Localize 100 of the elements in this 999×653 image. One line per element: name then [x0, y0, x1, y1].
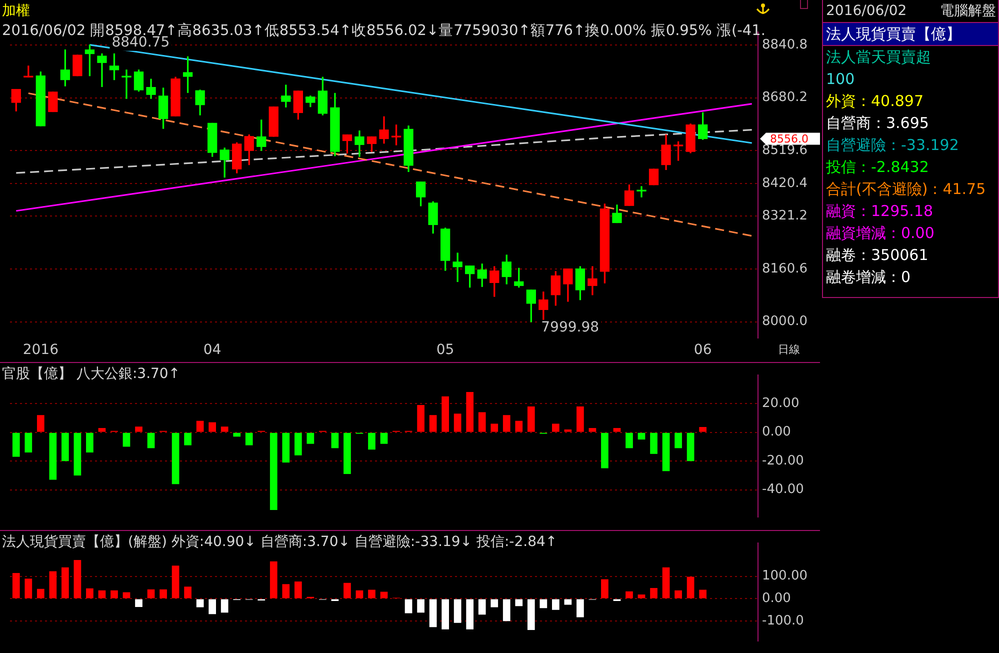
candlestick: [588, 266, 598, 296]
bar: [62, 567, 69, 598]
y-tick-label: 100.00: [762, 568, 808, 584]
bar: [552, 599, 560, 610]
candlestick: [636, 186, 646, 198]
bar: [208, 422, 216, 432]
y-tick-label: 8160.6: [762, 261, 808, 276]
bar: [442, 599, 449, 630]
bar: [233, 432, 241, 437]
bar: [172, 432, 180, 484]
chart-title: 加權: [2, 2, 30, 20]
bar: [24, 578, 32, 598]
text: 法人現貨買賣【億】: [823, 22, 998, 46]
bar: [686, 432, 694, 462]
y-tick-label: -100.0: [762, 613, 804, 628]
y-tick-label: 8519.6: [762, 143, 808, 158]
line-series: [15, 129, 753, 174]
bar: [36, 588, 44, 598]
bar: [613, 428, 621, 432]
bar: [540, 599, 548, 608]
bar: [62, 432, 69, 462]
text: 外資：40.897: [825, 91, 924, 112]
bar: [502, 415, 510, 432]
bar: [356, 590, 364, 598]
text: 自營商：3.695: [825, 113, 930, 134]
text: 法人當天買賣超: [825, 47, 932, 68]
bar: [74, 560, 82, 598]
y-tick-label: 20.00: [762, 396, 800, 411]
bar: [527, 599, 535, 630]
candlestick: [452, 252, 462, 282]
bar: [515, 599, 523, 606]
bar: [196, 420, 204, 432]
bar: [650, 588, 658, 598]
bar: [294, 581, 302, 598]
candlestick: [97, 53, 107, 88]
bar: [515, 420, 523, 432]
bar: [527, 406, 535, 432]
bar: [502, 599, 510, 622]
bar: [270, 561, 278, 598]
bar: [564, 429, 572, 432]
bar: [650, 432, 658, 454]
annotation: 7999.98: [541, 320, 600, 336]
bar: [466, 599, 474, 630]
bar: [368, 432, 376, 450]
bar: [270, 432, 278, 510]
y-tick-label: -40.00: [762, 482, 804, 498]
bar: [368, 590, 376, 598]
text: 投信：-2.8432: [825, 157, 930, 178]
chart-title: 法人現貨買賣【億】(解盤) 外資:40.90↓ 自營商:3.70↓ 自營避險:-33.19↓ 投信:-2.84↑: [2, 533, 558, 551]
bar: [98, 428, 106, 432]
candlestick: [122, 70, 132, 99]
bar: [601, 579, 608, 598]
bar: [282, 584, 290, 598]
bar: [417, 599, 424, 613]
bar: [588, 428, 596, 432]
text: 合計(不含避險)：41.75: [825, 179, 987, 200]
bar: [442, 396, 449, 432]
bar: [490, 424, 498, 432]
text: 融資：1295.18: [825, 201, 934, 222]
bar: [638, 432, 646, 440]
bar: [662, 567, 670, 598]
bar: [466, 392, 474, 432]
bar: [122, 432, 130, 447]
bar: [184, 586, 192, 598]
bar: [626, 432, 633, 448]
bar: [344, 432, 351, 474]
bar: [12, 432, 20, 457]
bar: [417, 405, 424, 432]
bar: [147, 432, 155, 448]
bar: [98, 590, 106, 598]
bar: [110, 590, 118, 598]
y-tick-label: 8840.8: [762, 37, 808, 52]
bar: [429, 599, 437, 628]
bar: [699, 427, 706, 432]
y-tick-label: -20.00: [762, 453, 804, 468]
bar: [208, 599, 216, 614]
text: 自營避險：-33.192: [825, 135, 960, 156]
bar: [220, 599, 228, 613]
y-tick-label: 8321.2: [762, 208, 808, 224]
bar: [454, 414, 462, 432]
bar: [122, 592, 130, 598]
x-tick-label: 2016: [22, 342, 59, 358]
bar: [380, 432, 388, 444]
bar: [12, 572, 20, 598]
bar: [344, 582, 351, 598]
bar: [135, 426, 142, 432]
x-tick-label: 05: [436, 342, 454, 358]
bar: [24, 432, 32, 452]
bar: [699, 590, 706, 598]
bar: [478, 599, 486, 615]
text: 融資增減：0.00: [825, 223, 936, 244]
bar: [160, 589, 167, 598]
bar: [220, 426, 228, 432]
bar: [184, 432, 192, 446]
chart-title: 官股【億】 八大公銀:3.70↑: [2, 365, 180, 383]
x-tick-label: 06: [694, 342, 712, 358]
bar: [49, 571, 57, 598]
y-tick-label: 8420.4: [762, 176, 808, 191]
bar: [478, 412, 486, 432]
text: 2016/06/02: [826, 2, 907, 21]
